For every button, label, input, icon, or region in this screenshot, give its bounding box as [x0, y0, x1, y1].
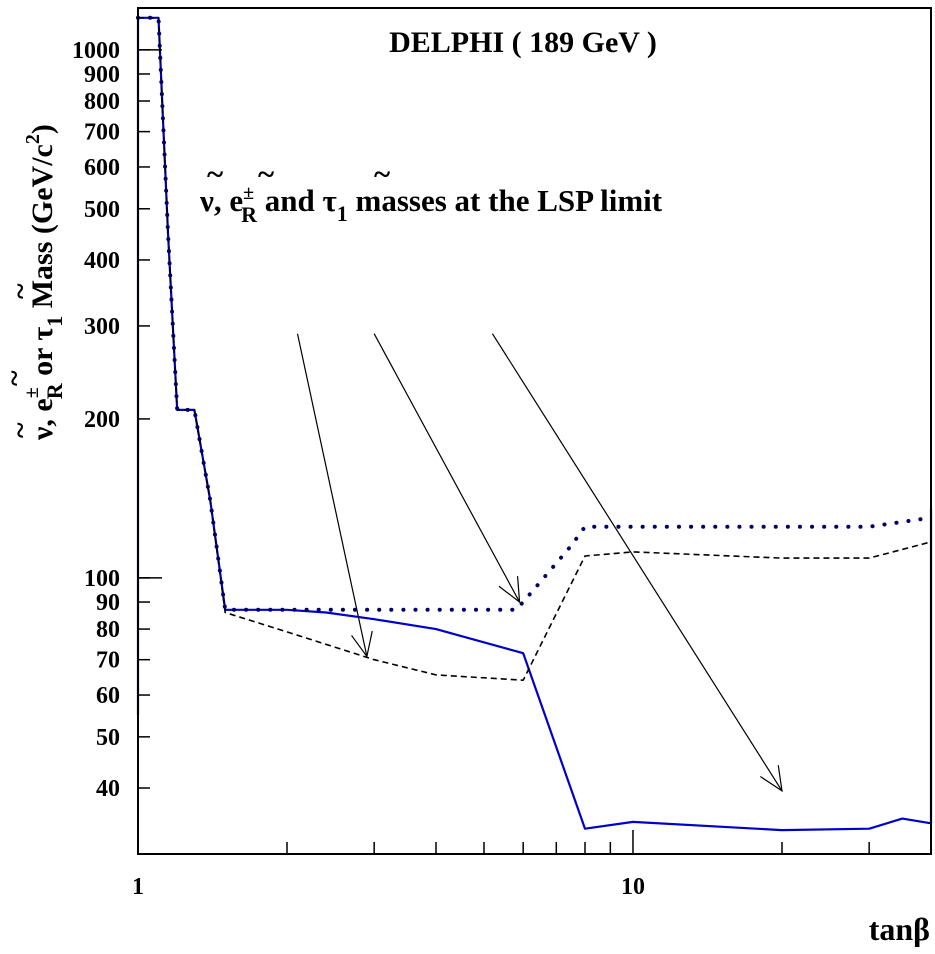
x-axis-label: tanβ	[869, 911, 930, 947]
y-tick-label: 40	[96, 776, 120, 802]
y-tick-label: 100	[84, 566, 120, 592]
y-tick-label: 800	[84, 89, 120, 115]
series-dashed-line	[138, 17, 932, 681]
y-tick-label: 80	[96, 617, 120, 643]
y-tick-label: 70	[96, 648, 120, 674]
series-dotted-line	[136, 15, 933, 612]
y-tick-label: 300	[84, 314, 120, 340]
y-tick-label: 60	[96, 683, 120, 709]
y-axis-tilde-nu: ~	[4, 422, 37, 438]
annotation-tilde-nu: ~	[207, 156, 223, 191]
y-tick-label: 900	[84, 62, 120, 88]
annotation-arrow-3	[491, 333, 783, 793]
annotation-arrows	[296, 333, 783, 793]
series-layer	[136, 15, 933, 832]
annotation-label: ν, e± R and τ1 masses at the LSP limit	[199, 182, 663, 227]
chart-title: DELPHI ( 189 GeV )	[389, 26, 657, 59]
x-tick-label: 10	[621, 874, 645, 900]
series-solid-line	[136, 16, 933, 832]
y-axis-tilde-e: ~	[0, 370, 31, 386]
y-tick-label: 1000	[72, 38, 120, 64]
tick-layer: 4050607080901002003004005006007008009001…	[72, 38, 932, 900]
y-tick-label: 200	[84, 407, 120, 433]
y-tick-label: 600	[84, 155, 120, 181]
y-tick-label: 50	[96, 725, 120, 751]
y-tick-label: 500	[84, 197, 120, 223]
y-tick-label: 400	[84, 248, 120, 274]
annotation-arrow-2	[373, 333, 521, 604]
y-tick-label: 700	[84, 120, 120, 146]
annotation-tilde-tau: ~	[374, 156, 390, 191]
y-axis-label: ν, e±R or τ1 Mass (GeV/c2)	[21, 124, 67, 441]
annotation-arrow-1	[296, 333, 373, 658]
x-tick-label: 1	[132, 874, 144, 900]
annotation-tilde-e: ~	[258, 156, 274, 191]
plot-frame	[137, 7, 932, 855]
y-axis-tilde-tau: ~	[4, 283, 37, 299]
y-tick-label: 90	[96, 590, 120, 616]
